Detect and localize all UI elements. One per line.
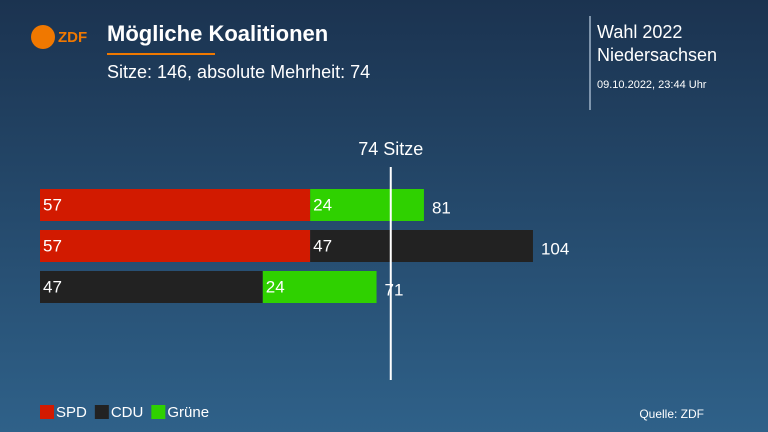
logo: ZDF (58, 29, 87, 46)
total-label: 71 (385, 280, 404, 299)
bar-segment (40, 230, 311, 262)
value-label: 24 (313, 195, 332, 214)
bar-segment (262, 271, 377, 303)
election-region: Niedersachsen (597, 45, 717, 65)
legend-label: CDU (111, 404, 144, 421)
value-label: 47 (313, 236, 332, 255)
value-label: 47 (43, 277, 62, 296)
total-label: 104 (541, 239, 569, 258)
threshold-label: 74 Sitze (358, 139, 423, 159)
legend-swatch (151, 405, 166, 419)
bar-segment (40, 189, 311, 221)
legend-swatch (94, 405, 109, 419)
legend-label: Grüne (167, 404, 209, 421)
value-label: 57 (43, 195, 62, 214)
value-label: 57 (43, 236, 62, 255)
bar-segment (310, 230, 533, 262)
value-label: 24 (266, 277, 285, 296)
bar-segment (40, 271, 263, 303)
legend-swatch (40, 405, 54, 419)
bar-segment (310, 189, 424, 221)
timestamp: 09.10.2022, 23:44 Uhr (597, 79, 707, 91)
chart-subtitle: Sitze: 146, absolute Mehrheit: 74 (107, 62, 370, 82)
election-title: Wahl 2022 (597, 22, 682, 42)
logo-circle (31, 25, 55, 49)
source: Quelle: ZDF (639, 407, 704, 421)
chart-title: Mögliche Koalitionen (107, 21, 328, 46)
total-label: 81 (432, 198, 451, 217)
legend-label: SPD (56, 404, 87, 421)
